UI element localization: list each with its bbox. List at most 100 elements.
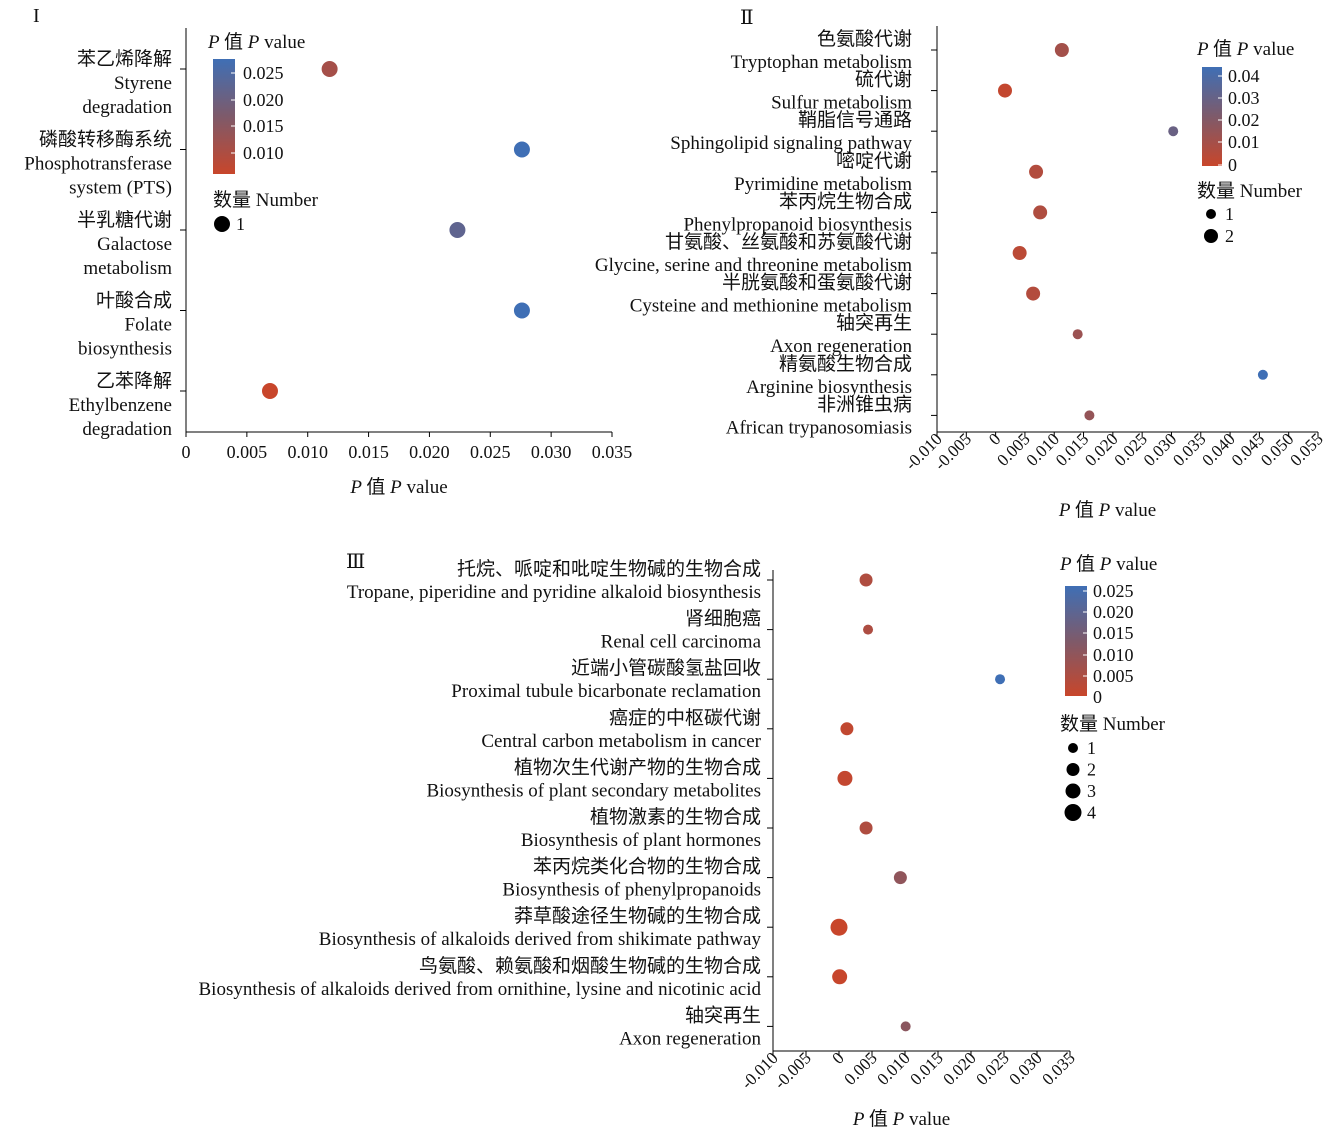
panel-3-category-cn: 托烷、哌啶和吡啶生物碱的生物合成 <box>457 558 761 580</box>
panel-2-category-cn: 非洲锥虫病 <box>817 393 912 415</box>
panel-2-point <box>1054 43 1069 57</box>
panel-1-x-tick-label: 0.035 <box>592 442 633 462</box>
panel-2-color-legend-label: 0.02 <box>1228 110 1260 130</box>
panel-3: Ⅲ-0.010-0.005 00.0050.0100.0150.0200.0250… <box>199 551 1166 1093</box>
panel-3-x-tick-label: 0.005 <box>840 1048 880 1088</box>
panel-1-x-tick-label: 0.030 <box>531 442 572 462</box>
panel-1-color-legend-label: 0.025 <box>243 63 284 83</box>
panel-3-size-legend-label: 3 <box>1087 781 1096 801</box>
panel-2-x-tick-label: 0.045 <box>1228 429 1268 469</box>
panel-3-category-en: Central carbon metabolism in cancer <box>481 731 761 752</box>
panel-3-category-cn: 近端小管碳酸氢盐回收 <box>571 657 761 679</box>
panel-2-point <box>1072 329 1083 340</box>
panel-3-category-cn: 植物次生代谢产物的生物合成 <box>514 756 761 778</box>
panel-1-category-en: metabolism <box>83 258 172 279</box>
panel-3-x-tick-label: 0.025 <box>972 1048 1012 1088</box>
panel-2-point <box>1033 205 1048 220</box>
panel-1-x-tick-label: 0.015 <box>348 442 389 462</box>
panel-1-color-legend-label: 0.015 <box>243 116 284 136</box>
panel-3-point <box>832 969 848 985</box>
panel-2-color-legend-title: P 值 P value <box>1196 38 1294 60</box>
panel-3-x-tick-label: 0.015 <box>906 1048 946 1088</box>
panel-3-category-cn: 莽草酸途径生物碱的生物合成 <box>514 905 761 927</box>
panel-1-category-en: biosynthesis <box>78 339 172 360</box>
panel-2-category-en: Cysteine and methionine metabolism <box>630 296 913 317</box>
panel-1-x-tick-label: 0.020 <box>409 442 450 462</box>
panel-3-category-en: Renal cell carcinoma <box>601 632 762 653</box>
panel-2-size-legend-dot <box>1206 209 1216 219</box>
panel-3-point <box>900 1021 911 1032</box>
panel-2-number: Ⅱ <box>740 7 754 29</box>
panel-1-category-cn: 叶酸合成 <box>96 290 172 312</box>
panel-3-color-legend-label: 0.020 <box>1093 602 1134 622</box>
panel-1-category-en: Phosphotransferase <box>24 154 172 175</box>
panel-1-x-tick-label: 0.025 <box>470 442 511 462</box>
panel-2-x-tick-label: 0.040 <box>1198 429 1238 469</box>
panel-3-category-en: Biosynthesis of plant secondary metaboli… <box>426 780 761 801</box>
panel-2-category-cn: 精氨酸生物合成 <box>779 353 912 375</box>
panel-3-size-legend-label: 4 <box>1087 803 1096 823</box>
panel-3-color-legend-label: 0.015 <box>1093 623 1134 643</box>
panel-3-size-legend-dot <box>1066 763 1080 776</box>
panel-1-color-legend-label: 0.010 <box>243 143 284 163</box>
panel-2-x-tick-label: 0.055 <box>1286 429 1326 469</box>
panel-1-category-en: Galactose <box>97 234 172 255</box>
panel-3-category-cn: 轴突再生 <box>685 1004 761 1026</box>
panel-1-point <box>513 141 530 158</box>
panel-3-category-en: Axon regeneration <box>619 1028 761 1049</box>
panel-3-color-legend-title: P 值 P value <box>1059 553 1157 575</box>
panel-3-category-en: Biosynthesis of plant hormones <box>521 830 761 851</box>
panel-1-category-cn: 半乳糖代谢 <box>77 209 172 231</box>
panel-2-point <box>1012 246 1027 260</box>
panel-2-x-axis-title: P 值 P value <box>1058 499 1156 521</box>
panel-2-x-tick-label: 0.035 <box>1169 429 1209 469</box>
panel-2-category-en: African trypanosomiasis <box>726 417 912 438</box>
panel-2-x-tick-label: 0.050 <box>1257 429 1297 469</box>
panel-3-category-en: Biosynthesis of alkaloids derived from s… <box>319 929 762 950</box>
panel-2-point <box>1257 369 1268 380</box>
panel-1-point <box>261 383 278 399</box>
panel-3-x-tick-label: 0.035 <box>1038 1048 1078 1088</box>
panel-1-x-tick-label: 0.010 <box>287 442 328 462</box>
panel-1-category-en: Ethylbenzene <box>69 395 172 416</box>
panel-3-category-cn: 肾细胞癌 <box>685 608 761 630</box>
panel-3-number: Ⅲ <box>346 551 365 573</box>
panel-2-color-legend-label: 0 <box>1228 155 1237 175</box>
panel-2-size-legend-dot <box>1204 229 1218 243</box>
panel-2-point <box>1084 410 1095 421</box>
panel-2-category-en: Glycine, serine and threonine metabolism <box>595 255 912 276</box>
panel-1-category-en: degradation <box>82 419 172 440</box>
panel-2-x-tick-label: 0.025 <box>1111 429 1151 469</box>
panel-3-color-legend-label: 0.010 <box>1093 645 1134 665</box>
panel-1-point <box>513 302 530 319</box>
panel-1-color-legend-label: 0.020 <box>243 90 284 110</box>
panel-2-category-cn: 硫代谢 <box>855 69 912 91</box>
panel-3-size-legend-dot <box>1065 783 1081 799</box>
panel-1-category-en: system (PTS) <box>69 178 172 199</box>
panel-1-number: I <box>33 5 40 27</box>
panel-2-point <box>997 83 1012 98</box>
panel-3-color-legend-label: 0.025 <box>1093 581 1134 601</box>
panel-3-x-tick-label: 0.020 <box>939 1048 979 1088</box>
panel-3-size-legend-title: 数量 Number <box>1060 713 1166 735</box>
panel-3-point <box>995 674 1006 685</box>
panel-2-point <box>1026 286 1041 301</box>
panel-3-point <box>859 821 873 835</box>
panel-3-size-legend-label: 2 <box>1087 760 1096 780</box>
panel-2-category-cn: 色氨酸代谢 <box>817 28 912 50</box>
panel-2-size-legend-label: 1 <box>1225 204 1234 224</box>
panel-1-color-legend-title: P 值 P value <box>207 31 305 53</box>
panel-3-size-legend-dot <box>1064 804 1082 821</box>
panel-3-point <box>859 573 873 587</box>
panel-3-category-en: Biosynthesis of alkaloids derived from o… <box>199 979 762 1000</box>
panel-2-category-cn: 嘧啶代谢 <box>836 150 912 172</box>
panel-3-x-tick-label: 0.030 <box>1005 1048 1045 1088</box>
panel-3-color-legend-label: 0 <box>1093 687 1102 707</box>
panel-3-color-legend-label: 0.005 <box>1093 666 1134 686</box>
panel-3-color-bar <box>1065 586 1087 696</box>
panel-1: I 0 0.005 0.010 0.015 0.020 0.025 0.030 0.035 苯乙烯… <box>24 5 632 462</box>
panel-3-category-cn: 植物激素的生物合成 <box>590 806 761 828</box>
panel-2-category-en: Axon regeneration <box>770 336 912 357</box>
panel-1-x-axis-title: P 值 P value <box>349 476 447 498</box>
